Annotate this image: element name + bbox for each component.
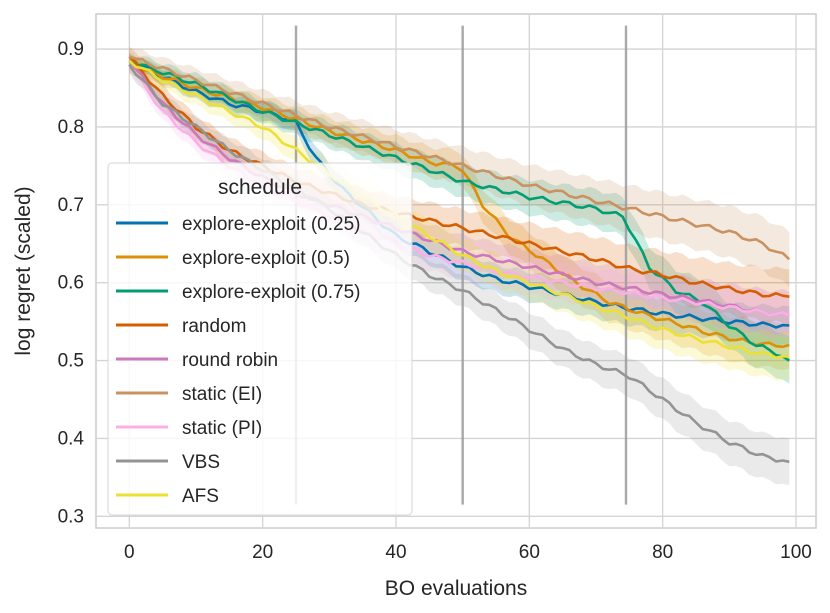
y-tick-label: 0.7 xyxy=(58,195,84,216)
y-tick-label: 0.3 xyxy=(58,506,84,527)
y-tick-label: 0.8 xyxy=(58,117,84,138)
legend-label: explore-exploit (0.5) xyxy=(182,248,350,269)
legend-label: round robin xyxy=(182,350,278,371)
line-round-robin xyxy=(128,59,790,317)
line-random xyxy=(128,55,790,298)
x-axis-label: BO evaluations xyxy=(385,577,527,600)
y-tick-label: 0.5 xyxy=(58,351,84,372)
x-tick-label: 20 xyxy=(252,542,273,563)
band-static-ei xyxy=(129,47,790,287)
y-tick-label: 0.4 xyxy=(58,428,85,449)
x-tick-label: 80 xyxy=(652,542,673,563)
band-round-robin xyxy=(129,52,790,339)
band-afs xyxy=(129,52,790,381)
line-explore-exploit-0-25 xyxy=(128,59,790,329)
y-axis-label: log regret (scaled) xyxy=(12,186,35,355)
band-vbs xyxy=(129,56,790,486)
line-static-ei xyxy=(128,55,791,261)
x-tick-label: 60 xyxy=(519,542,540,563)
band-static-pi xyxy=(129,56,790,339)
legend-label: explore-exploit (0.75) xyxy=(182,282,360,303)
y-tick-label: 0.9 xyxy=(58,39,84,60)
line-explore-exploit-0-75 xyxy=(128,59,790,362)
tick-labels: 0 20 40 60 80 100 0.3 0.4 0.5 0.6 0.7 0.8 0.9 xyxy=(58,39,812,563)
legend-label: VBS xyxy=(182,452,220,473)
band-random xyxy=(129,47,790,325)
y-tick-label: 0.6 xyxy=(58,273,84,294)
legend-label: random xyxy=(182,316,246,337)
x-tick-label: 0 xyxy=(124,542,135,563)
x-tick-label: 40 xyxy=(385,542,406,563)
legend-label: AFS xyxy=(182,486,219,507)
legend-title: schedule xyxy=(218,176,302,199)
band-explore-exploit-0-5 xyxy=(129,56,790,371)
line-afs xyxy=(128,59,790,360)
legend-label: static (EI) xyxy=(182,384,262,405)
confidence-bands xyxy=(129,47,790,486)
legend-label: static (PI) xyxy=(182,418,262,439)
legend-label: explore-exploit (0.25) xyxy=(182,214,360,235)
band-explore-exploit-0-25 xyxy=(129,53,790,347)
band-explore-exploit-0-75 xyxy=(129,52,790,384)
x-tick-label: 100 xyxy=(780,542,812,563)
legend-box xyxy=(107,162,413,516)
legend: schedule explore-exploit (0.25) explore-e… xyxy=(107,162,413,516)
line-vbs xyxy=(128,63,790,464)
